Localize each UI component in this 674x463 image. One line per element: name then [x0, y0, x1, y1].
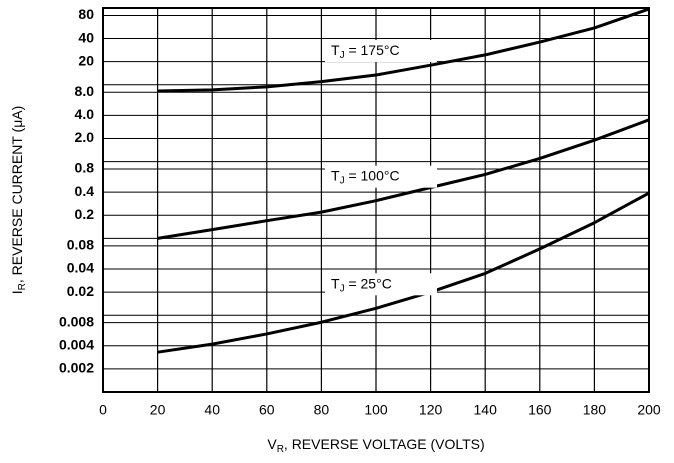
x-tick-label: 140	[474, 402, 498, 418]
x-axis-label: VR, REVERSE VOLTAGE (VOLTS)	[267, 436, 484, 455]
y-tick-label: 0.002	[59, 360, 94, 376]
y-tick-label: 0.04	[67, 260, 94, 276]
x-tick-label: 0	[99, 402, 107, 418]
series-line	[157, 118, 650, 240]
series-label: TJ = 175°C	[331, 42, 400, 61]
label-background	[325, 273, 437, 296]
y-tick-label: 0.004	[59, 336, 94, 352]
series-label-main: T	[331, 42, 340, 58]
x-tick-label: 80	[314, 402, 330, 418]
y-tick-label: 0.008	[59, 313, 94, 329]
y-tick-label: 20	[78, 52, 94, 68]
label-background	[325, 165, 437, 188]
y-tick-label: 0.08	[67, 237, 94, 253]
series-label-sub: J	[340, 175, 345, 186]
series-label-main: T	[331, 275, 340, 291]
y-tick-label: 2.0	[75, 129, 95, 145]
y-tick-label: 8.0	[75, 83, 95, 99]
x-tick-label: 200	[637, 402, 661, 418]
x-label-main: V	[267, 436, 277, 452]
x-tick-label: 180	[583, 402, 607, 418]
y-label-main: I	[9, 290, 25, 294]
x-tick-label: 20	[150, 402, 166, 418]
y-label-rest: , REVERSE CURRENT (μA)	[9, 106, 25, 283]
series-label: TJ = 25°C	[331, 275, 392, 294]
y-label-sub: R	[17, 283, 28, 290]
series-label-sub: J	[340, 283, 345, 294]
y-tick-label: 0.2	[75, 206, 95, 222]
y-axis-label: IR, REVERSE CURRENT (μA)	[9, 106, 28, 295]
plot-frame	[102, 7, 650, 393]
y-tick-label: 4.0	[75, 106, 95, 122]
x-tick-label: 160	[528, 402, 552, 418]
label-background	[325, 40, 437, 63]
series-label-rest: = 175°C	[345, 42, 400, 58]
series-line	[157, 7, 650, 93]
series-label-rest: = 25°C	[345, 275, 392, 291]
x-label-rest: , REVERSE VOLTAGE (VOLTS)	[284, 436, 485, 452]
series-line	[157, 191, 650, 354]
series-label-main: T	[331, 167, 340, 183]
y-tick-label: 0.02	[67, 283, 94, 299]
series-label-rest: = 100°C	[345, 167, 400, 183]
y-tick-label: 0.8	[75, 160, 95, 176]
y-tick-label: 0.4	[75, 183, 95, 199]
y-tick-label: 40	[78, 29, 94, 45]
series-label: TJ = 100°C	[331, 167, 400, 186]
x-tick-label: 60	[259, 402, 275, 418]
x-tick-label: 40	[204, 402, 220, 418]
y-tick-label: 80	[78, 6, 94, 22]
x-label-sub: R	[277, 444, 284, 455]
x-tick-label: 120	[419, 402, 443, 418]
x-tick-label: 100	[364, 402, 388, 418]
series-label-sub: J	[340, 50, 345, 61]
